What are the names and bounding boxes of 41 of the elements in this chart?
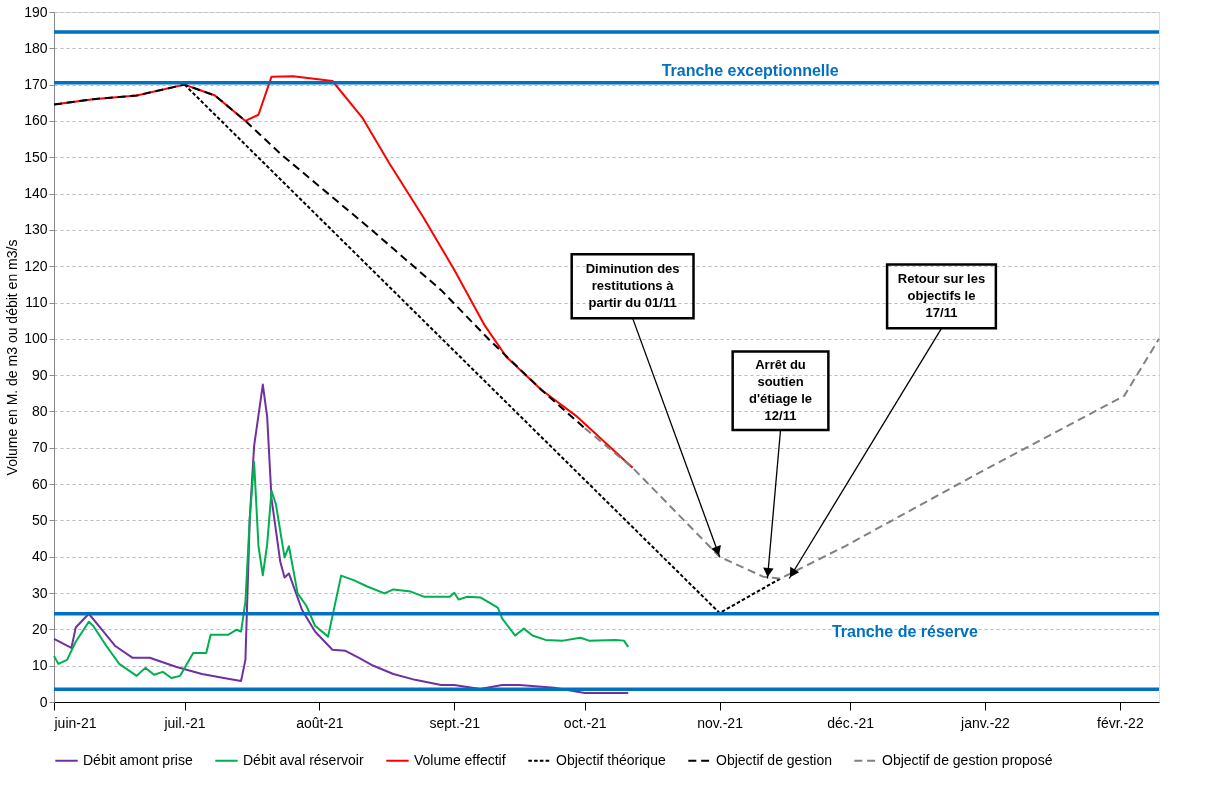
- y-tick-label: 10: [31, 657, 48, 674]
- legend-label: Volume effectif: [414, 751, 506, 768]
- y-tick-label: 20: [31, 620, 48, 637]
- y-tick-label: 110: [25, 294, 48, 311]
- y-tick-label: 140: [24, 185, 48, 202]
- y-tick-label: 170: [24, 76, 48, 93]
- y-tick-label: 40: [31, 548, 48, 565]
- y-tick-label: 80: [31, 402, 48, 419]
- annotation: Diminution des restitutions à partir du 01/11: [585, 260, 680, 310]
- legend-label: Objectif théorique: [556, 751, 666, 768]
- ref-line-label: Tranche exceptionnelle: [661, 61, 839, 79]
- x-tick-label: juil.-21: [163, 714, 206, 731]
- x-tick-label: sept.-21: [429, 714, 481, 731]
- x-tick-label: déc.-21: [827, 714, 875, 731]
- legend-label: Débit amont prise: [83, 751, 193, 768]
- y-tick-label: 90: [31, 366, 48, 383]
- y-tick-label: 160: [24, 112, 48, 129]
- y-tick-label: 180: [24, 39, 48, 56]
- annotation: Arrêt du soutien d'étiage le 12/11: [748, 356, 813, 423]
- y-tick-label: 70: [31, 439, 48, 456]
- legend-label: Objectif de gestion: [716, 751, 832, 768]
- y-tick-label: 60: [31, 475, 48, 492]
- x-tick-label: août-21: [296, 714, 344, 731]
- y-tick-label: 0: [39, 693, 48, 710]
- y-tick-label: 100: [24, 330, 48, 347]
- x-tick-label: nov.-21: [697, 714, 744, 731]
- legend-label: Objectif de gestion proposé: [882, 751, 1053, 768]
- y-tick-label: 50: [31, 511, 48, 528]
- y-axis-title: Volume en M. de m3 ou débit en m3/s: [4, 239, 21, 476]
- x-tick-label: juin-21: [53, 714, 97, 731]
- x-tick-label: janv.-22: [960, 714, 1011, 731]
- y-tick-label: 120: [24, 257, 48, 274]
- y-tick-label: 30: [31, 584, 48, 601]
- annotation: Retour sur les objectifs le 17/11: [897, 270, 986, 320]
- y-tick-label: 150: [24, 148, 48, 165]
- legend-label: Débit aval réservoir: [243, 751, 364, 768]
- x-tick-label: oct.-21: [563, 714, 607, 731]
- ref-line-label: Tranche de réserve: [831, 622, 978, 640]
- x-tick-label: févr.-22: [1096, 714, 1144, 731]
- y-tick-label: 130: [24, 221, 48, 238]
- y-tick-label: 190: [24, 3, 48, 20]
